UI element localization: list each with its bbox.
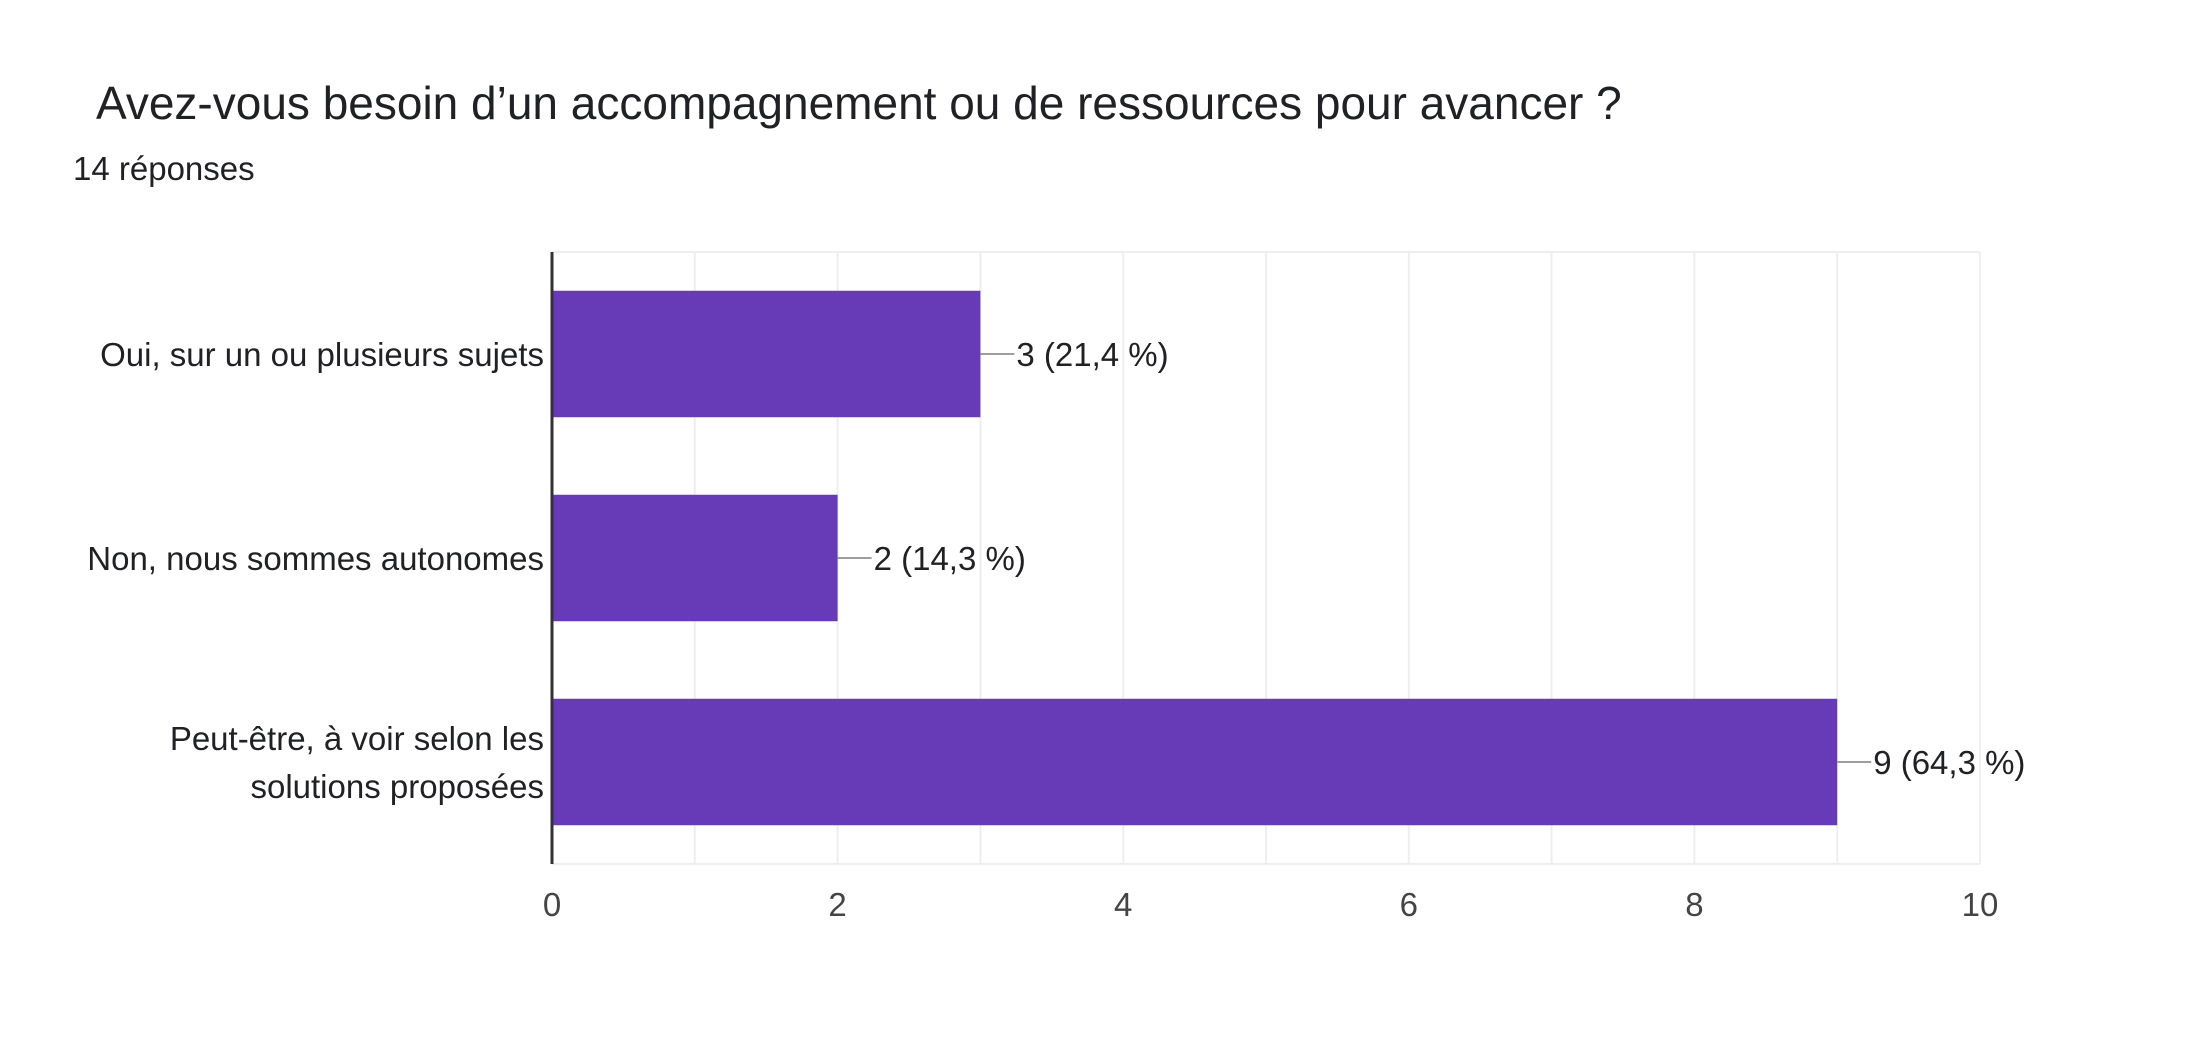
bar	[552, 698, 1838, 826]
category-label: Non, nous sommes autonomes	[87, 540, 544, 577]
category-label: Oui, sur un ou plusieurs sujets	[100, 336, 544, 373]
x-tick-label: 2	[828, 886, 846, 923]
data-label: 9 (64,3 %)	[1873, 744, 2025, 781]
labels: 0 2 4 6 8 10 3 (21,4 %) Oui, sur un ou plusieur…	[87, 252, 2025, 923]
category-label: solutions proposées	[250, 768, 544, 805]
category-label: Peut-être, à voir selon les	[170, 720, 544, 757]
x-tick-label: 4	[1114, 886, 1132, 923]
data-label: 3 (21,4 %)	[1016, 336, 1168, 373]
x-tick-label: 10	[1962, 886, 1999, 923]
bar	[552, 290, 981, 418]
bar	[552, 494, 838, 622]
x-tick-label: 8	[1685, 886, 1703, 923]
data-label: 2 (14,3 %)	[874, 540, 1026, 577]
bars	[552, 290, 1838, 826]
x-tick-label: 0	[543, 886, 561, 923]
response-count: 14 réponses	[73, 150, 255, 187]
x-tick-label: 6	[1400, 886, 1418, 923]
chart-title: Avez-vous besoin d’un accompagnement ou …	[96, 77, 1622, 129]
